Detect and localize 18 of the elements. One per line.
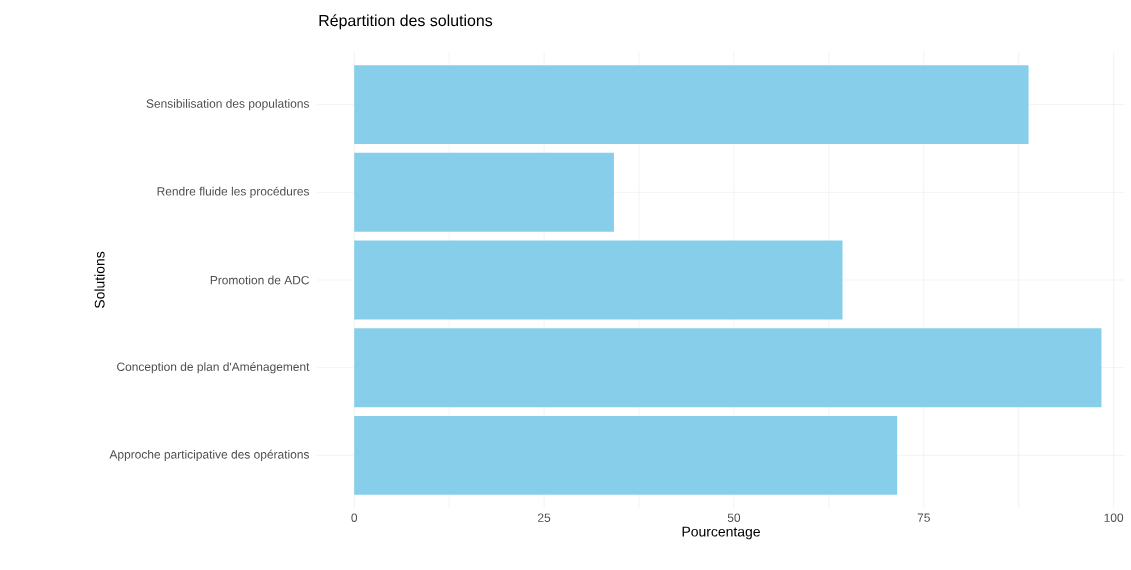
y-axis-title: Solutions (94, 251, 105, 309)
x-tick-label: 75 (917, 513, 930, 522)
chart-title: Répartition des solutions (319, 14, 493, 30)
bar (354, 328, 1102, 408)
x-axis-title: Pourcentage (682, 526, 760, 540)
x-tick-label: 50 (727, 513, 741, 522)
bar (354, 240, 843, 320)
bar (354, 65, 1029, 145)
y-tick-label: Rendre fluide les procédures (157, 186, 310, 198)
bar (354, 415, 898, 495)
x-tick-label: 100 (1104, 513, 1124, 522)
bar (354, 152, 614, 232)
y-tick-label: Promotion de ADC (210, 275, 310, 285)
y-tick-label: Approche participative des opérations (109, 449, 310, 462)
x-tick-label: 0 (351, 513, 358, 522)
x-tick-label: 25 (538, 513, 551, 522)
y-tick-label: Sensibilisation des populations (146, 99, 310, 111)
y-tick-label: Conception de plan d'Aménagement (117, 362, 310, 374)
